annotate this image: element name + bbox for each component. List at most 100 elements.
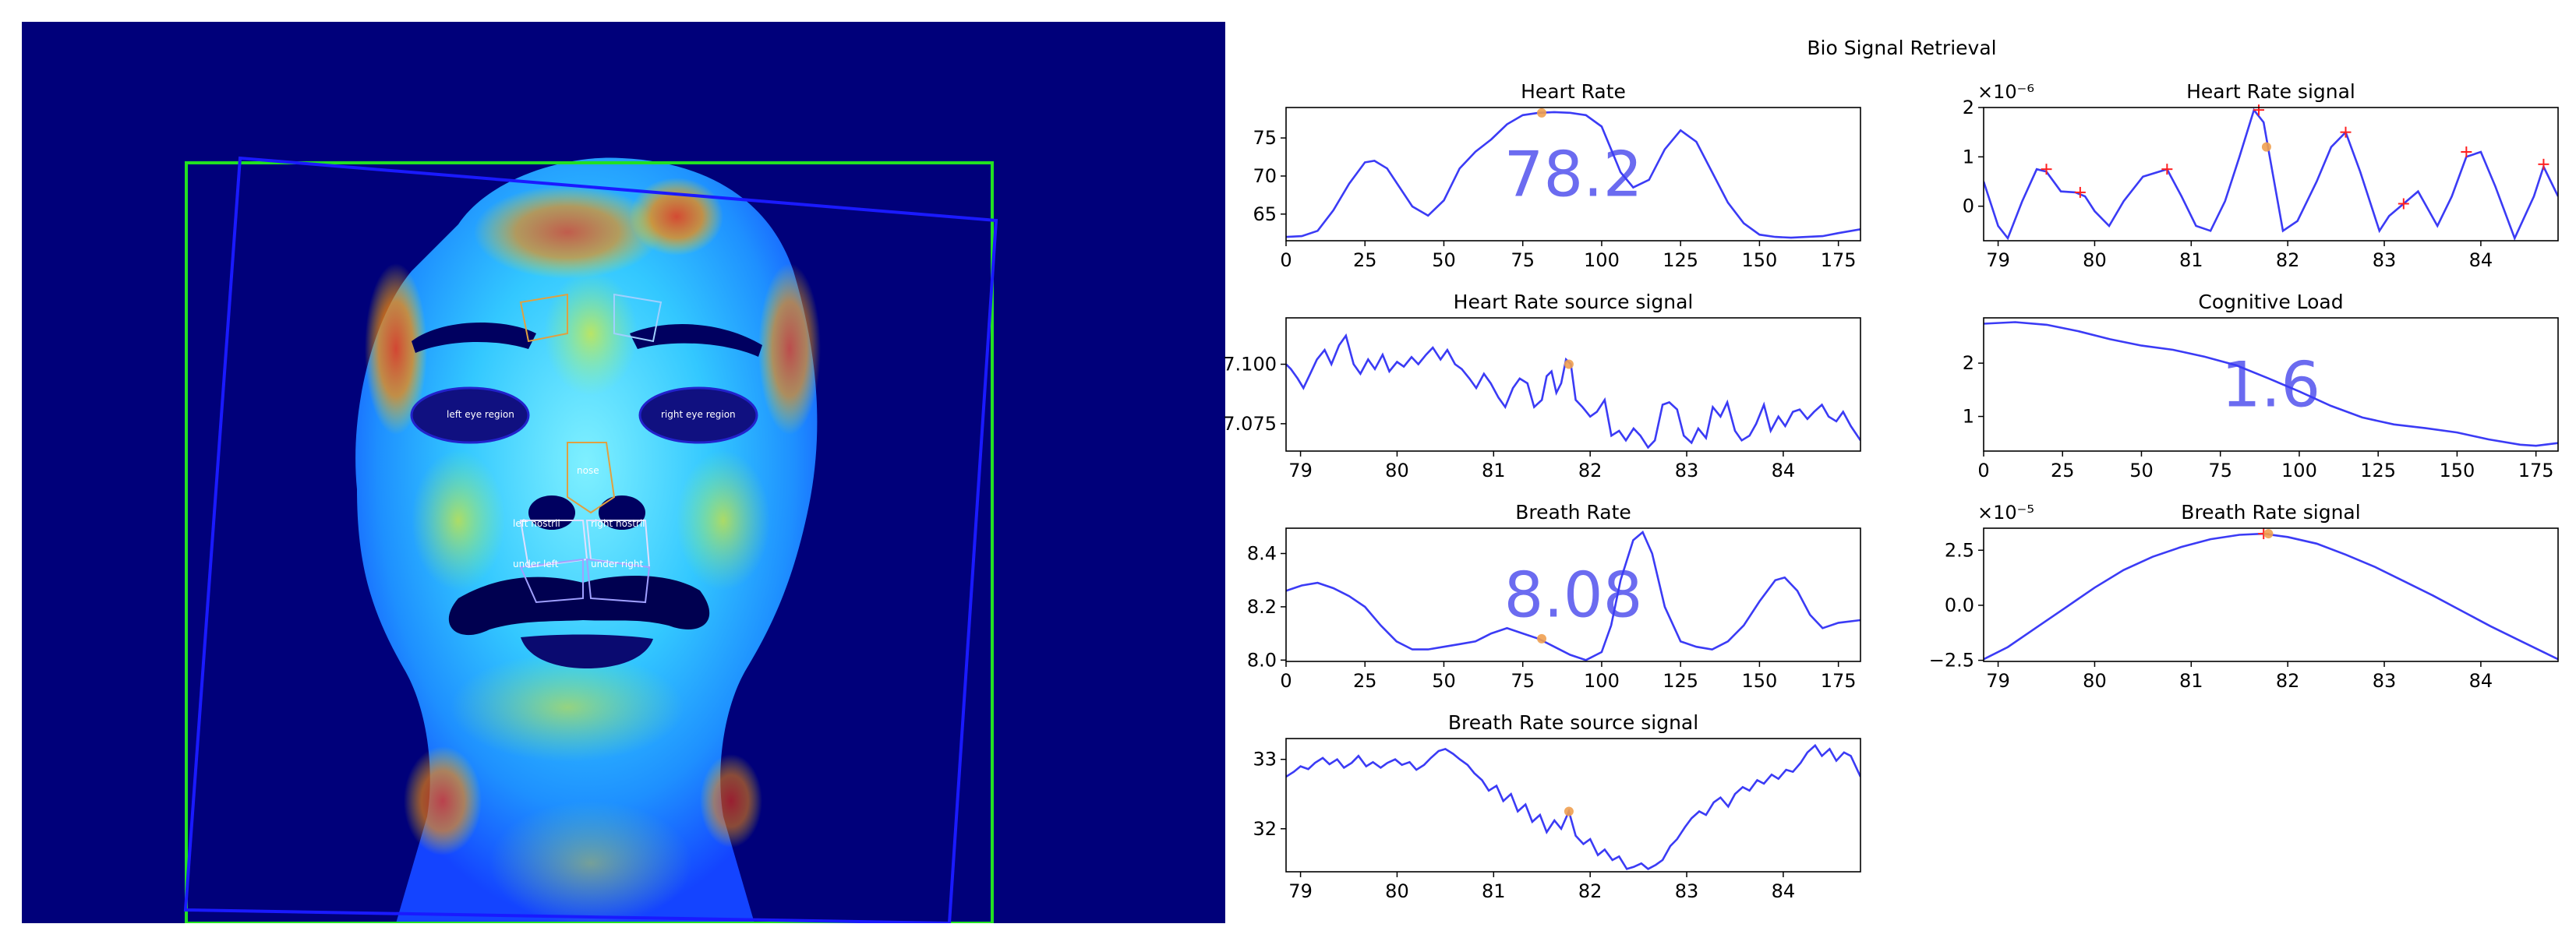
chart-cognitive-load: Cognitive Load 1.6 0 25 50 75 100 125 150 175 1 2 — [1963, 291, 2559, 481]
x-tick-label: 79 — [1986, 670, 2010, 692]
series-line — [1286, 743, 1860, 870]
label-under-left: under left — [513, 559, 559, 569]
current-marker — [1537, 633, 1547, 644]
chart-title: Breath Rate — [1515, 501, 1631, 524]
chart-heart-rate: Heart Rate 78.2 0 25 50 75 100 125 150 175 65 70 75 — [1253, 80, 1861, 271]
display-value: 8.08 — [1504, 559, 1642, 632]
chart-heart-rate-signal: Heart Rate signal ×10⁻⁶ 79 80 81 82 83 84 0 1 2 — [1963, 80, 2559, 271]
y-tick-label: 8.4 — [1247, 542, 1277, 564]
x-tick-label: 50 — [1432, 249, 1456, 271]
x-tick-label: 25 — [1353, 249, 1377, 271]
axes-frame — [1285, 107, 1861, 242]
peak-marker — [2398, 198, 2409, 210]
display-value: 1.6 — [2221, 349, 2320, 421]
series-line — [1286, 333, 1860, 450]
axes-frame — [1983, 107, 2559, 242]
figure-title: Bio Signal Retrieval — [1807, 37, 1996, 59]
chart-title: Heart Rate signal — [2186, 80, 2355, 103]
label-under-right: under right — [591, 559, 643, 569]
axis-exponent-label: ×10⁻⁵ — [1977, 502, 2034, 524]
y-tick-label: 33 — [1253, 749, 1277, 770]
x-tick-label: 81 — [2179, 670, 2203, 692]
x-tick-label: 0 — [1977, 460, 1989, 481]
x-tick-label: 84 — [2469, 670, 2493, 692]
x-tick-label: 82 — [2276, 670, 2300, 692]
x-tick-label: 25 — [1353, 670, 1377, 692]
axes-frame — [1285, 317, 1861, 452]
x-tick-label: 84 — [1772, 880, 1796, 902]
label-right-nostril: right nostril — [591, 518, 645, 529]
x-tick-label: 125 — [1663, 670, 1698, 692]
y-tick-label: 0 — [1963, 196, 1974, 217]
label-right-eye: right eye region — [661, 409, 736, 420]
face-region-outlines — [410, 293, 758, 604]
x-tick-label: 80 — [1385, 880, 1409, 902]
x-tick-label: 82 — [1578, 880, 1602, 902]
x-tick-label: 25 — [2051, 460, 2075, 481]
x-tick-label: 150 — [1742, 670, 1778, 692]
x-tick-label: 175 — [1821, 249, 1857, 271]
x-tick-label: 100 — [1584, 249, 1620, 271]
x-tick-label: 50 — [2129, 460, 2154, 481]
label-left-nostril: left nostril — [513, 518, 560, 529]
chart-title: Heart Rate source signal — [1454, 291, 1694, 313]
y-tick-label: 2 — [1963, 352, 1974, 374]
x-tick-label: 150 — [1742, 249, 1778, 271]
peak-marker — [2538, 158, 2549, 170]
x-tick-label: 0 — [1280, 670, 1292, 692]
label-nose: nose — [577, 465, 599, 476]
y-tick-label: 75 — [1253, 127, 1277, 149]
x-tick-label: 100 — [1584, 670, 1620, 692]
current-marker — [1564, 359, 1574, 369]
x-tick-label: 83 — [2373, 249, 2397, 271]
chart-title: Heart Rate — [1521, 80, 1626, 103]
y-tick-label: 32 — [1253, 818, 1277, 840]
x-tick-label: 81 — [1482, 880, 1506, 902]
x-tick-label: 0 — [1280, 249, 1292, 271]
peak-marker — [2340, 126, 2352, 138]
x-tick-label: 84 — [1772, 460, 1796, 481]
series-line — [1984, 108, 2558, 241]
axes-frame — [1983, 317, 2559, 452]
x-tick-label: 83 — [1675, 460, 1699, 481]
y-tick-label: 1 — [1963, 406, 1974, 428]
x-tick-label: 75 — [2208, 460, 2232, 481]
x-tick-label: 80 — [2083, 249, 2107, 271]
x-tick-label: 75 — [1511, 249, 1535, 271]
face-silhouette — [355, 157, 821, 923]
x-tick-label: 83 — [2373, 670, 2397, 692]
face-region-labels: left eye region right eye region nose le… — [447, 409, 736, 569]
axis-exponent-label: ×10⁻⁶ — [1977, 81, 2034, 103]
thermal-face-image: left eye region right eye region nose le… — [22, 22, 1225, 923]
axes-frame — [1285, 527, 1861, 662]
x-tick-label: 80 — [1385, 460, 1409, 481]
rotated-face-box — [183, 156, 998, 923]
x-tick-label: 79 — [1288, 880, 1313, 902]
chart-title: Cognitive Load — [2198, 291, 2343, 313]
y-tick-label: 8.2 — [1247, 596, 1277, 618]
chart-title: Breath Rate source signal — [1448, 711, 1698, 734]
current-marker — [1537, 108, 1547, 118]
x-tick-label: 50 — [1432, 670, 1456, 692]
display-value: 78.2 — [1504, 139, 1642, 211]
face-bounding-box — [185, 161, 994, 923]
x-tick-label: 83 — [1675, 880, 1699, 902]
y-tick-label: −2.5 — [1929, 650, 1974, 672]
x-tick-label: 100 — [2281, 460, 2317, 481]
chart-breath-rate-source: Breath Rate source signal 79 80 81 82 83 84 32 3… — [1253, 711, 1861, 902]
current-marker — [1564, 806, 1574, 816]
x-tick-label: 81 — [2179, 249, 2203, 271]
series-line — [1286, 530, 1860, 661]
chart-title: Breath Rate signal — [2181, 501, 2360, 524]
y-tick-label: 2 — [1963, 97, 1974, 118]
x-tick-label: 82 — [1578, 460, 1602, 481]
x-tick-label: 150 — [2440, 460, 2475, 481]
chart-breath-rate: Breath Rate 8.08 0 25 50 75 100 125 150 175 8.0 8.2… — [1247, 501, 1861, 692]
x-tick-label: 175 — [2518, 460, 2554, 481]
series-line — [1286, 111, 1860, 239]
current-marker — [2263, 529, 2274, 539]
peak-marker — [2253, 104, 2265, 116]
x-tick-label: 82 — [2276, 249, 2300, 271]
